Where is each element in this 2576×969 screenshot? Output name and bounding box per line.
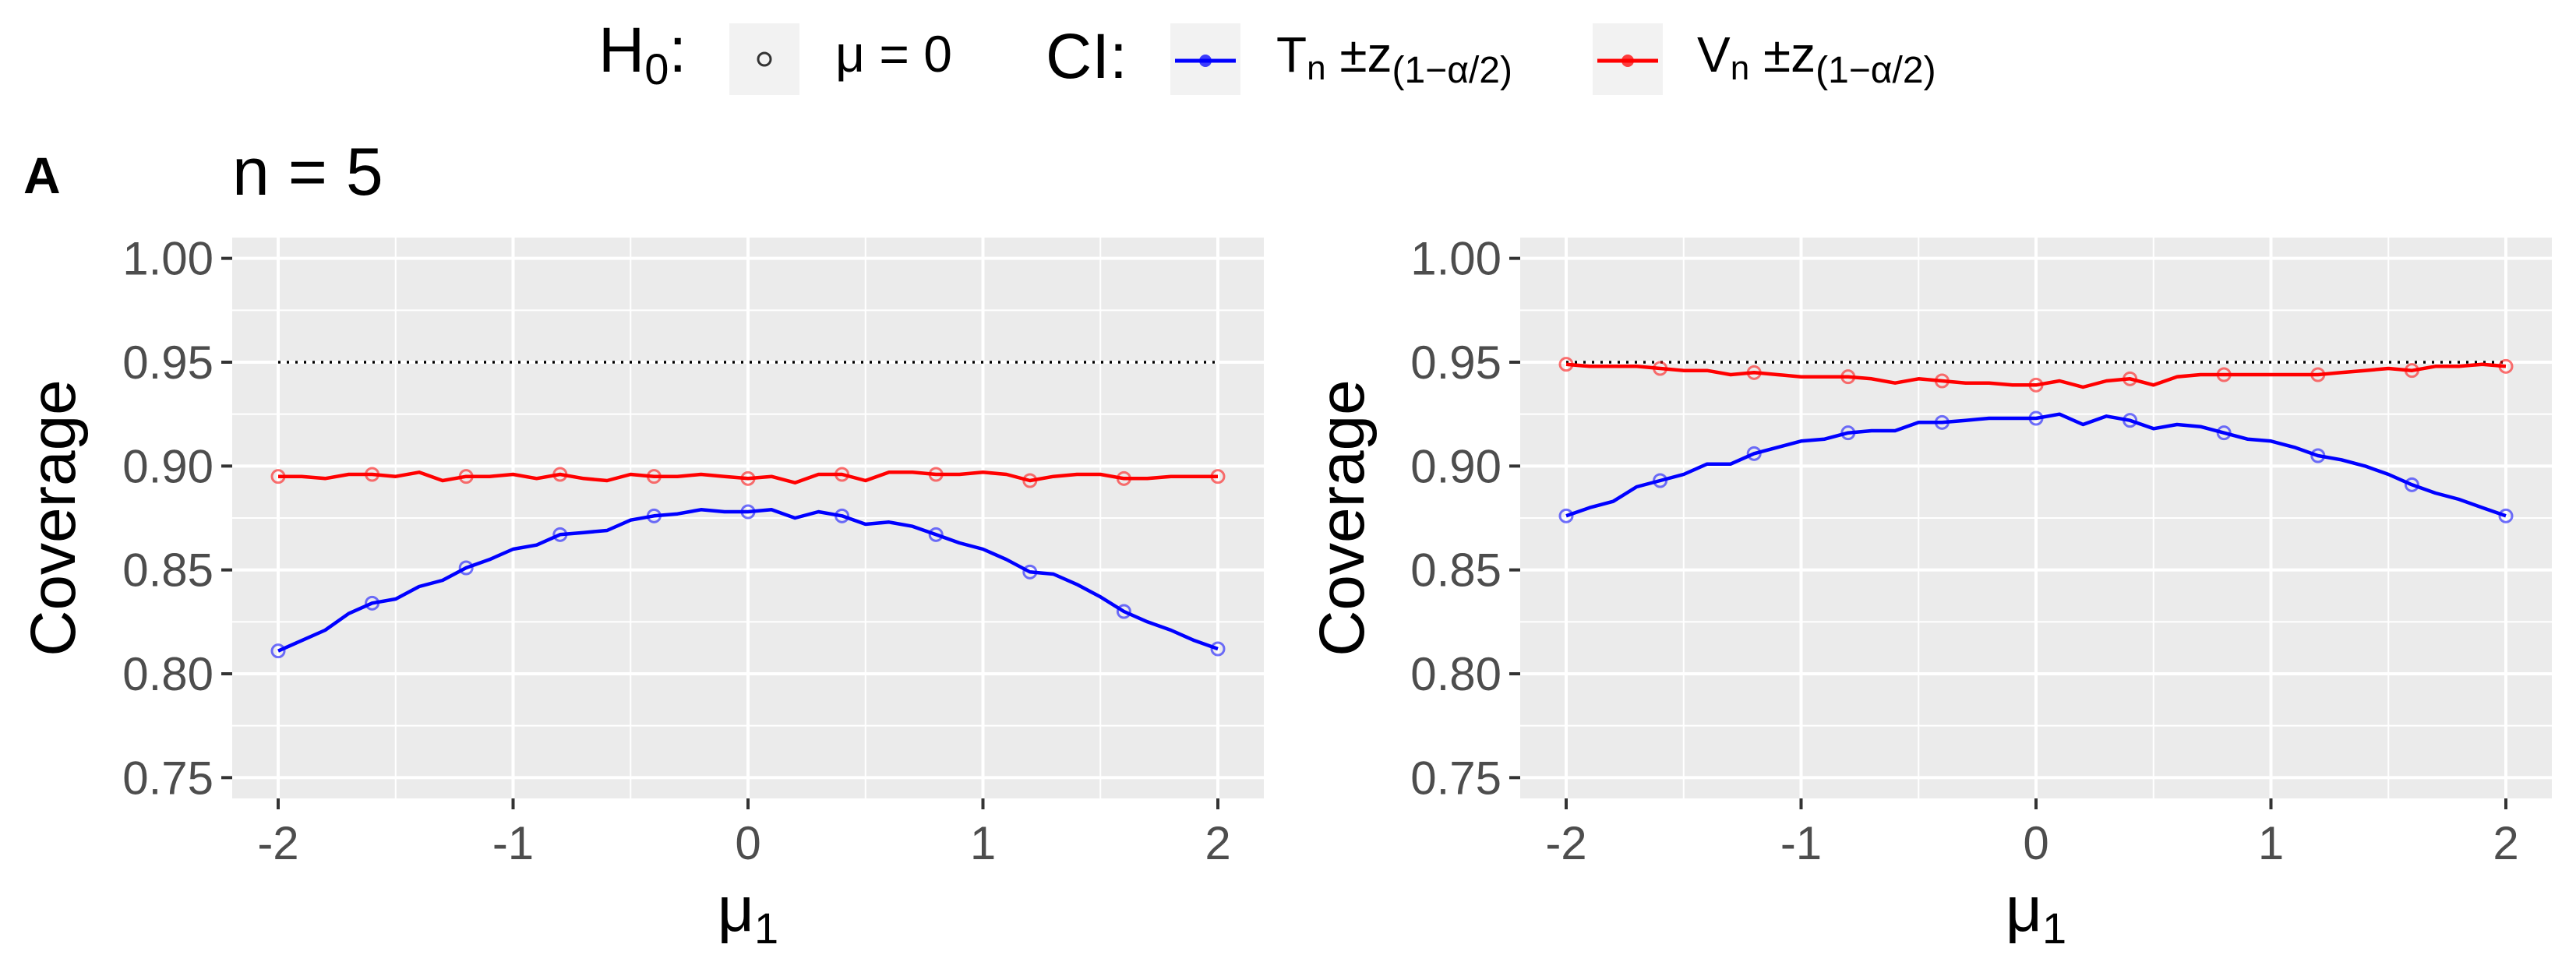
x-tick-label: -1 xyxy=(1780,817,1822,869)
chart-left: -2 -1 0 1 2 0.75 0.80 0.85 0.90 0.95 1.00 μ1 Coverag… xyxy=(18,233,1264,953)
y-tick-label: 1.00 xyxy=(1410,233,1501,285)
series-marker-tn xyxy=(740,504,756,520)
series-marker-tn xyxy=(1022,564,1038,580)
x-tick-label: 1 xyxy=(2258,817,2284,869)
series-line-tn xyxy=(1565,412,2507,518)
series-marker-tn xyxy=(1116,604,1131,619)
series-marker-vn xyxy=(458,469,474,484)
panel-title: n = 5 xyxy=(232,135,383,210)
series-marker-tn xyxy=(928,527,944,542)
series-marker-vn xyxy=(2404,363,2419,379)
legend-key-tn-marker xyxy=(1199,55,1212,67)
series-marker-vn xyxy=(1210,469,1226,484)
series-marker-tn xyxy=(2216,425,2232,441)
series-marker-tn xyxy=(1210,641,1226,657)
y-tick-label: 0.85 xyxy=(122,544,213,597)
series-marker-vn xyxy=(740,470,756,486)
series-marker-vn xyxy=(1116,470,1131,486)
y-tick-label: 0.80 xyxy=(1410,648,1501,700)
series-marker-vn xyxy=(2498,358,2514,374)
series-marker-vn xyxy=(365,467,380,482)
legend-tn-label: Tn ±z(1−α/2) xyxy=(1276,26,1512,91)
y-tick-label: 0.75 xyxy=(122,752,213,804)
y-axis-label: Coverage xyxy=(18,379,89,657)
legend-key-h0-marker xyxy=(757,51,772,67)
series-marker-tn xyxy=(458,560,474,576)
x-axis-label: μ1 xyxy=(718,874,778,953)
series-marker-vn xyxy=(552,467,568,482)
legend-h0-title: H0: xyxy=(598,15,686,93)
series-marker-vn xyxy=(2310,367,2326,382)
y-axis-label: Coverage xyxy=(1307,379,1378,657)
series-marker-tn xyxy=(365,595,380,611)
series-marker-vn xyxy=(1022,473,1038,488)
legend-key-h0 xyxy=(729,23,799,95)
chart-right: -2 -1 0 1 2 0.75 0.80 0.85 0.90 0.95 1.00 μ1 Coverag… xyxy=(1307,233,2552,953)
series-marker-vn xyxy=(928,467,944,482)
x-axis-label: μ1 xyxy=(2006,874,2066,953)
series-marker-vn xyxy=(270,469,286,484)
series-marker-tn xyxy=(1653,473,1668,488)
series-line-tn xyxy=(277,508,1219,653)
series-marker-tn xyxy=(646,508,662,523)
series-marker-tn xyxy=(2028,411,2044,426)
y-tick-label: 0.80 xyxy=(122,648,213,700)
series-marker-vn xyxy=(1934,373,1950,389)
series-marker-vn xyxy=(1558,357,1574,372)
x-tick-label: 2 xyxy=(2493,817,2518,869)
legend-ci-title: CI: xyxy=(1046,21,1127,92)
x-tick-label: 2 xyxy=(1205,817,1230,869)
series-marker-tn xyxy=(552,527,568,542)
y-tick-label: 0.90 xyxy=(1410,440,1501,492)
series-marker-tn xyxy=(2498,508,2514,523)
series-marker-vn xyxy=(835,467,850,482)
legend: H0: μ = 0 CI: Tn ±z(1−α/2) Vn ±z(1−α/2) xyxy=(598,15,1936,95)
y-tick-label: 0.95 xyxy=(1410,337,1501,389)
x-tick-label: 0 xyxy=(2023,817,2048,869)
legend-key-vn-marker xyxy=(1621,55,1634,67)
series-marker-vn xyxy=(1840,369,1856,385)
y-tick-label: 1.00 xyxy=(122,233,213,285)
series-marker-tn xyxy=(1840,425,1856,441)
series-marker-tn xyxy=(2123,413,2138,428)
x-tick-label: -1 xyxy=(492,817,534,869)
series-marker-tn xyxy=(1746,446,1762,461)
y-tick-label: 0.85 xyxy=(1410,544,1501,597)
series-marker-vn xyxy=(2028,377,2044,393)
series-marker-tn xyxy=(2310,448,2326,463)
series-marker-vn xyxy=(646,469,662,484)
series-line-vn xyxy=(1565,362,2507,389)
series-marker-vn xyxy=(2216,367,2232,382)
series-marker-tn xyxy=(270,643,286,659)
series-marker-tn xyxy=(1558,508,1574,523)
series-marker-vn xyxy=(2123,371,2138,386)
panel-tag: A xyxy=(23,146,61,204)
series-line-vn xyxy=(278,470,1218,484)
series-marker-tn xyxy=(835,508,850,523)
legend-h0-label: μ = 0 xyxy=(835,25,952,83)
x-tick-label: 1 xyxy=(970,817,996,869)
series-marker-vn xyxy=(1653,361,1668,376)
legend-vn-label: Vn ±z(1−α/2) xyxy=(1697,26,1936,91)
series-marker-tn xyxy=(1934,414,1950,430)
series-marker-tn xyxy=(2404,477,2419,492)
y-tick-label: 0.75 xyxy=(1410,752,1501,804)
series-marker-vn xyxy=(1746,365,1762,380)
y-tick-label: 0.95 xyxy=(122,337,213,389)
y-tick-label: 0.90 xyxy=(122,440,213,492)
x-tick-label: -2 xyxy=(257,817,298,869)
x-tick-label: -2 xyxy=(1545,817,1586,869)
x-tick-label: 0 xyxy=(735,817,760,869)
